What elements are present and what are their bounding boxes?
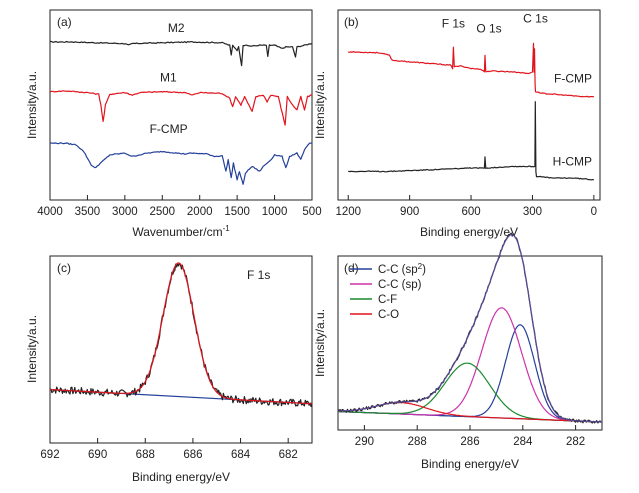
panel-c-ylabel: Intensity/a.u. [25, 315, 39, 383]
panel-c-curves [49, 262, 313, 408]
panel-a-xtick-label-1: 3500 [75, 206, 101, 218]
panel-a-xtick-label-2: 3000 [112, 206, 138, 218]
panel-b-frame [337, 9, 601, 201]
panel-c-fit [50, 262, 313, 405]
panel-b-xlabel: Binding energy/eV [420, 225, 518, 239]
panel-d-xtick-label-1: 288 [408, 436, 427, 448]
panel-a-series-label-1: M1 [160, 71, 177, 85]
panel-c-xtick-label-5: 682 [279, 449, 298, 461]
panel-a-curves [49, 40, 313, 185]
panel-b-xtick-label-2: 600 [461, 206, 480, 218]
panel-c-xticks: 692 690 688 686 684 682 [40, 438, 298, 461]
panel-c-xtick-label-1: 690 [88, 449, 107, 461]
panel-a-series-2 [49, 142, 312, 185]
panel-d-xtick-label-3: 284 [513, 436, 533, 448]
panel-a-xtick-label-3: 2500 [149, 206, 175, 218]
panel-c-xlabel: Binding energy/eV [132, 470, 230, 484]
panel-b-series-label-0: F-CMP [554, 72, 592, 86]
panel-b-series-1 [348, 101, 594, 181]
panel-a-xtick-label-5: 1500 [224, 206, 250, 218]
panel-d-tag: (d) [344, 261, 359, 275]
panel-a-xticks: 4000 3500 3000 2500 2000 1500 1000 500 [37, 195, 322, 218]
panel-a-xtick-label-0: 4000 [37, 206, 63, 218]
panel-c: (c) F 1s 692 690 688 686 684 682 Binding ener… [25, 255, 313, 484]
panel-b-series-labels: F-CMP H-CMP [553, 72, 592, 169]
panel-a-series-0 [50, 40, 313, 67]
panel-b-curves [348, 42, 594, 181]
panel-d-xticks: 290 288 286 284 282 [355, 425, 585, 448]
panel-a-tag: (a) [57, 15, 72, 29]
panel-b-xtick-label-4: 0 [591, 206, 597, 218]
panel-a-series-label-0: M2 [168, 21, 185, 35]
panel-b-xtick-label-0: 1200 [335, 206, 361, 218]
panel-d-xtick-label-4: 282 [566, 436, 585, 448]
panel-c-tag: (c) [57, 261, 71, 275]
panel-d: (d) 290 288 286 284 282 C-C (sp2) C-C (sp) C-F… [313, 232, 603, 471]
panel-a-series-labels: M2 M1 F-CMP [150, 21, 188, 136]
panel-d-xlabel: Binding energy/eV [421, 457, 519, 471]
panel-c-xtick-label-4: 684 [231, 449, 251, 461]
panel-a-xtick-label-4: 2000 [187, 206, 213, 218]
panel-b: (b) 1200 900 600 300 0 F-CMP H-CMP F 1s O 1s C … [313, 9, 601, 239]
panel-d-legend-label-0: C-C (sp2) [378, 262, 426, 276]
panel-a-xlabel: Wavenumber/cm-1 [132, 224, 230, 239]
panel-b-xtick-label-3: 300 [523, 206, 542, 218]
panel-d-ylabel: Intensity/a.u. [313, 309, 327, 377]
panel-a-xtick-label-7: 500 [302, 206, 321, 218]
panel-d-legend-label-2: C-F [378, 294, 397, 306]
panel-b-xtick-label-1: 900 [400, 206, 419, 218]
panel-c-xtick-label-0: 692 [40, 449, 59, 461]
panel-b-ylabel: Intensity/a.u. [313, 71, 327, 139]
panel-a-series-label-2: F-CMP [150, 122, 188, 136]
panel-d-xtick-label-2: 286 [460, 436, 479, 448]
panel-a: (a) 4000 3500 3000 2500 2000 1500 1000 500 M2 M1… [25, 9, 322, 239]
panel-d-xtick-label-0: 290 [355, 436, 374, 448]
panel-c-frame [49, 255, 313, 444]
panel-b-annotation-0: F 1s [442, 17, 465, 31]
panel-b-annotation-1: O 1s [476, 22, 501, 36]
panel-b-series-0 [348, 42, 594, 98]
panel-a-frame [49, 9, 313, 201]
panel-b-xticks: 1200 900 600 300 0 [335, 195, 597, 218]
panel-a-xtick-label-6: 1000 [262, 206, 288, 218]
panel-c-xtick-label-2: 688 [136, 449, 155, 461]
panel-c-measured [49, 262, 313, 408]
panel-d-legend-label-1: C-C (sp) [378, 279, 422, 291]
panel-b-series-label-1: H-CMP [553, 155, 592, 169]
panel-a-series-1 [49, 90, 313, 126]
panel-c-xtick-label-3: 686 [183, 449, 202, 461]
panel-c-title: F 1s [247, 268, 270, 282]
panel-d-component-2 [338, 362, 601, 423]
panel-d-component-0 [338, 324, 601, 423]
panel-b-annotations: F 1s O 1s C 1s [442, 12, 548, 36]
panel-d-envelope [338, 234, 601, 423]
panel-b-annotation-2: C 1s [523, 12, 548, 26]
panel-a-ylabel: Intensity/a.u. [25, 71, 39, 139]
panel-d-legend: C-C (sp2) C-C (sp) C-F C-O [350, 262, 426, 321]
panel-d-curves [337, 232, 603, 424]
panel-d-measured [337, 232, 602, 424]
panel-b-tag: (b) [344, 15, 359, 29]
panel-d-legend-label-3: C-O [378, 309, 399, 321]
